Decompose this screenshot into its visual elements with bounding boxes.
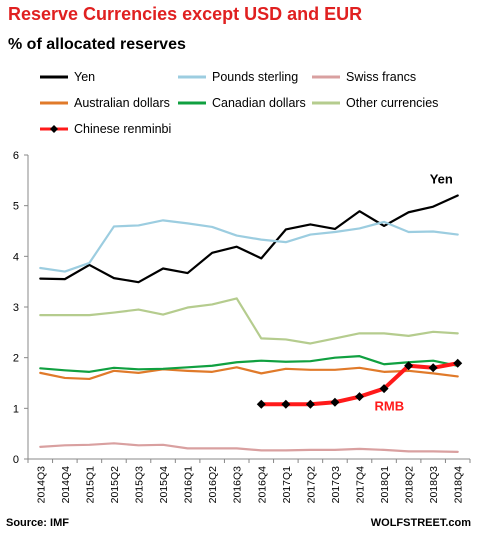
data-point-marker (305, 399, 315, 409)
series-line-other-currencies (39, 297, 459, 345)
series-line-swiss-francs (39, 442, 459, 454)
series-line-canadian-dollars (39, 355, 459, 373)
series-line-pounds-sterling (39, 219, 459, 273)
legend-label: Yen (74, 70, 95, 84)
chart-title: Reserve Currencies except USD and EUR (8, 4, 363, 24)
x-tick-label: 2016Q3 (232, 466, 244, 504)
x-tick-label: 2014Q4 (60, 466, 72, 504)
site-credit: WOLFSTREET.com (370, 517, 471, 529)
x-tick-label: 2015Q4 (158, 466, 170, 504)
y-tick-label: 1 (13, 403, 19, 415)
x-tick-label: 2017Q1 (281, 466, 293, 504)
y-tick-label: 6 (13, 150, 19, 162)
x-tick-label: 2017Q2 (305, 466, 317, 504)
data-point-marker (404, 361, 414, 371)
series-line-australian-dollars (39, 366, 459, 381)
x-tick-label: 2018Q4 (453, 466, 465, 504)
x-tick-label: 2016Q1 (183, 466, 195, 504)
source-label: Source: IMF (6, 517, 69, 529)
annotation-rmb: RMB (375, 399, 405, 414)
data-point-marker (453, 358, 463, 368)
x-tick-label: 2018Q2 (404, 466, 416, 504)
legend-label: Canadian dollars (212, 96, 306, 110)
data-point-marker (281, 399, 291, 409)
y-tick-label: 4 (13, 251, 19, 263)
data-point-marker (428, 363, 438, 373)
x-tick-label: 2016Q2 (207, 466, 219, 504)
x-tick-label: 2015Q1 (84, 466, 96, 504)
x-tick-label: 2018Q3 (428, 466, 440, 504)
x-tick-label: 2017Q3 (330, 466, 342, 504)
y-tick-label: 0 (13, 454, 19, 466)
x-tick-label: 2018Q1 (379, 466, 391, 504)
data-point-marker (379, 384, 389, 394)
legend-label: Swiss francs (346, 70, 416, 84)
annotation-yen: Yen (430, 172, 453, 187)
legend-label: Pounds sterling (212, 70, 298, 84)
legend-marker (50, 125, 58, 133)
x-tick-label: 2017Q4 (355, 466, 367, 504)
chart-subtitle: % of allocated reserves (8, 36, 186, 53)
data-point-marker (355, 392, 364, 402)
legend-label: Chinese renminbi (74, 122, 171, 136)
y-tick-label: 3 (13, 302, 19, 314)
x-tick-label: 2015Q3 (134, 466, 146, 504)
data-point-marker (256, 399, 266, 409)
y-tick-label: 2 (13, 353, 19, 365)
x-tick-label: 2016Q4 (256, 466, 268, 504)
x-tick-label: 2014Q3 (35, 466, 47, 504)
data-point-marker (330, 397, 340, 407)
series-line-yen (39, 194, 459, 284)
x-tick-label: 2015Q2 (109, 466, 121, 504)
legend-label: Australian dollars (74, 96, 170, 110)
y-tick-label: 5 (13, 201, 19, 213)
legend-label: Other currencies (346, 96, 438, 110)
